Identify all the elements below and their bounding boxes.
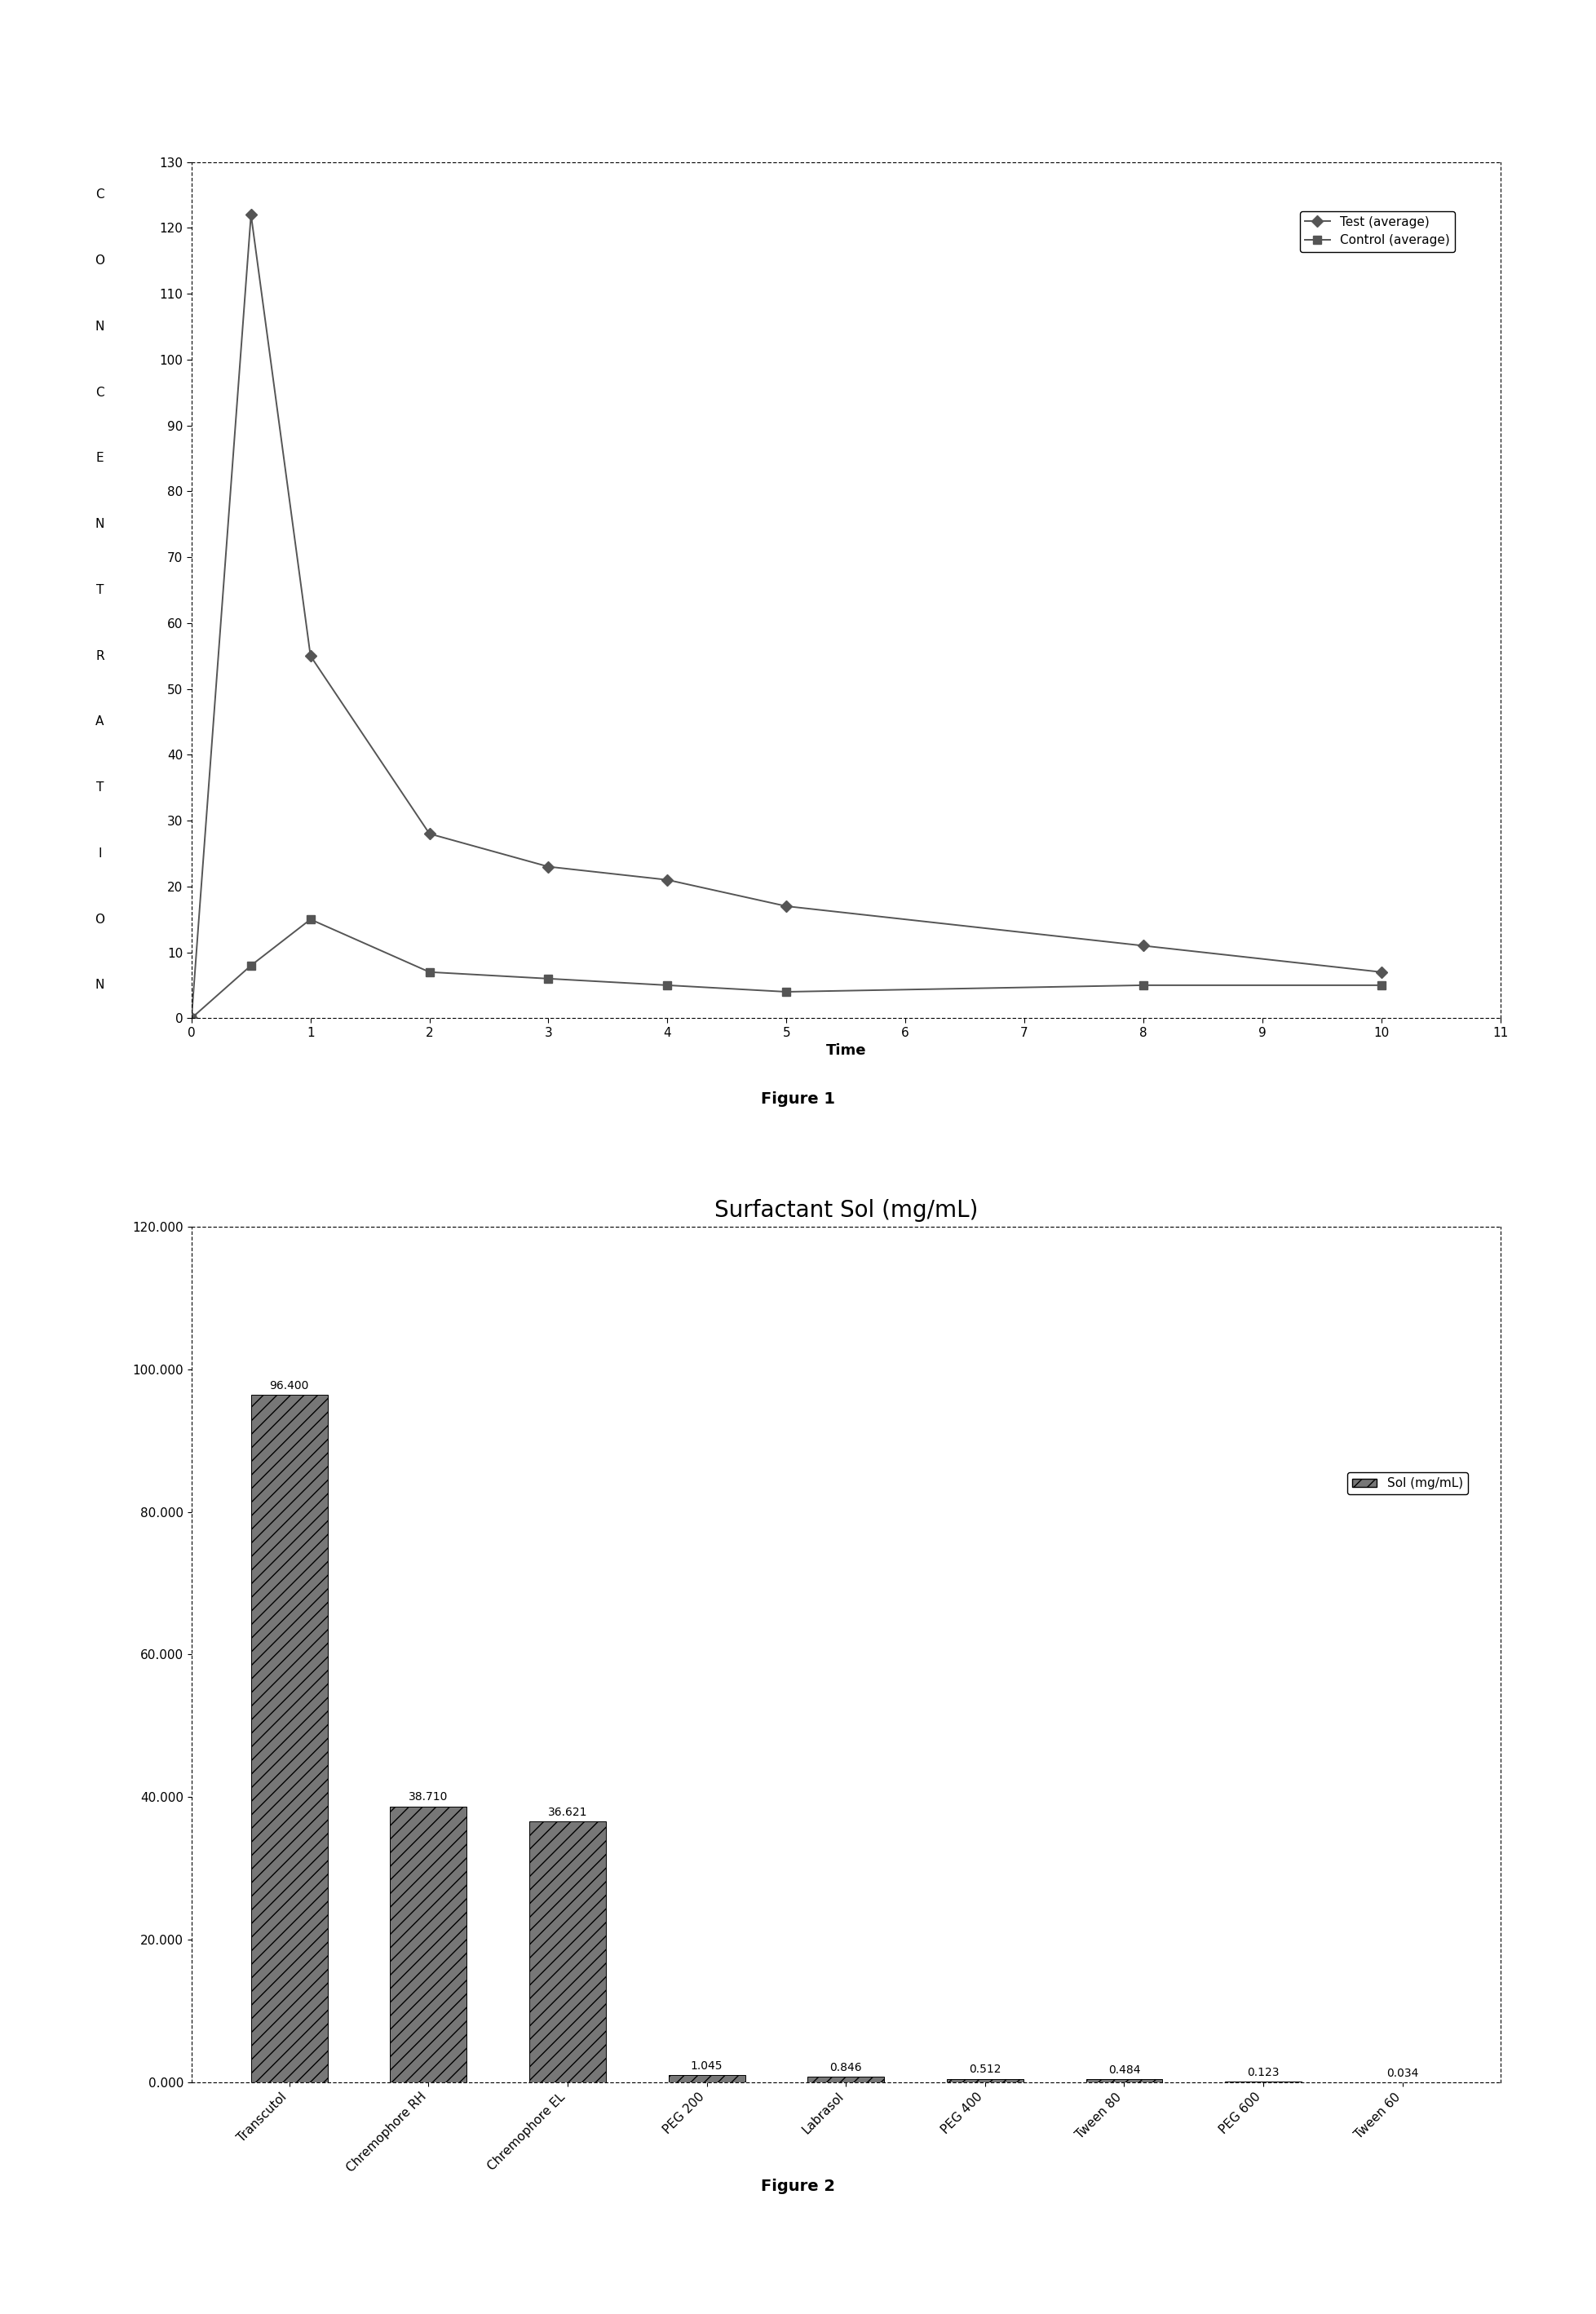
Control (average) (420, 958, 439, 986)
Text: T: T (96, 583, 104, 597)
Bar (1085, 2080, 1162, 2083)
Bar (530, 1821, 606, 2083)
Text: 0.123: 0.123 (1246, 2066, 1280, 2078)
Control (average) (539, 965, 559, 993)
Bar (251, 1395, 327, 2083)
Test (average) (1133, 933, 1152, 960)
Text: 0.034: 0.034 (1387, 2066, 1419, 2078)
Test (average) (777, 893, 796, 921)
Bar (669, 2076, 745, 2083)
Legend: Test (average), Control (average): Test (average), Control (average) (1301, 211, 1454, 252)
Text: N: N (96, 322, 105, 333)
Text: E: E (96, 451, 104, 465)
Legend: Sol (mg/mL): Sol (mg/mL) (1347, 1472, 1468, 1495)
Control (average) (658, 972, 677, 1000)
Text: 0.484: 0.484 (1108, 2064, 1140, 2076)
Bar (808, 2076, 884, 2083)
Test (average) (302, 641, 321, 669)
Control (average) (302, 905, 321, 933)
Title: Surfactant Sol (mg/mL): Surfactant Sol (mg/mL) (713, 1199, 978, 1222)
Control (average) (241, 951, 260, 979)
Control (average) (182, 1004, 201, 1032)
Text: 36.621: 36.621 (547, 1807, 587, 1819)
Test (average) (539, 854, 559, 882)
Text: N: N (96, 979, 105, 990)
Text: 0.512: 0.512 (969, 2064, 1001, 2076)
Text: 38.710: 38.710 (409, 1791, 448, 1803)
Text: O: O (96, 914, 105, 926)
Text: R: R (96, 650, 104, 662)
Text: 1.045: 1.045 (691, 2059, 723, 2071)
Text: Figure 1: Figure 1 (761, 1092, 835, 1106)
Text: I: I (97, 847, 102, 858)
Test (average) (241, 201, 260, 229)
Text: C: C (96, 386, 104, 398)
Bar (946, 2078, 1023, 2083)
Test (average) (420, 819, 439, 847)
Text: T: T (96, 782, 104, 794)
Test (average) (1371, 958, 1390, 986)
Text: A: A (96, 715, 104, 729)
Line: Test (average): Test (average) (188, 211, 1385, 1023)
Test (average) (658, 865, 677, 893)
Text: N: N (96, 518, 105, 530)
Text: 96.400: 96.400 (270, 1379, 310, 1391)
Text: C: C (96, 190, 104, 201)
Text: O: O (96, 255, 105, 266)
X-axis label: Time: Time (825, 1044, 867, 1057)
Control (average) (1371, 972, 1390, 1000)
Text: Figure 2: Figure 2 (761, 2180, 835, 2194)
Bar (389, 1807, 466, 2083)
Control (average) (777, 979, 796, 1007)
Text: 0.846: 0.846 (830, 2062, 862, 2073)
Test (average) (182, 1004, 201, 1032)
Control (average) (1133, 972, 1152, 1000)
Line: Control (average): Control (average) (188, 916, 1385, 1023)
